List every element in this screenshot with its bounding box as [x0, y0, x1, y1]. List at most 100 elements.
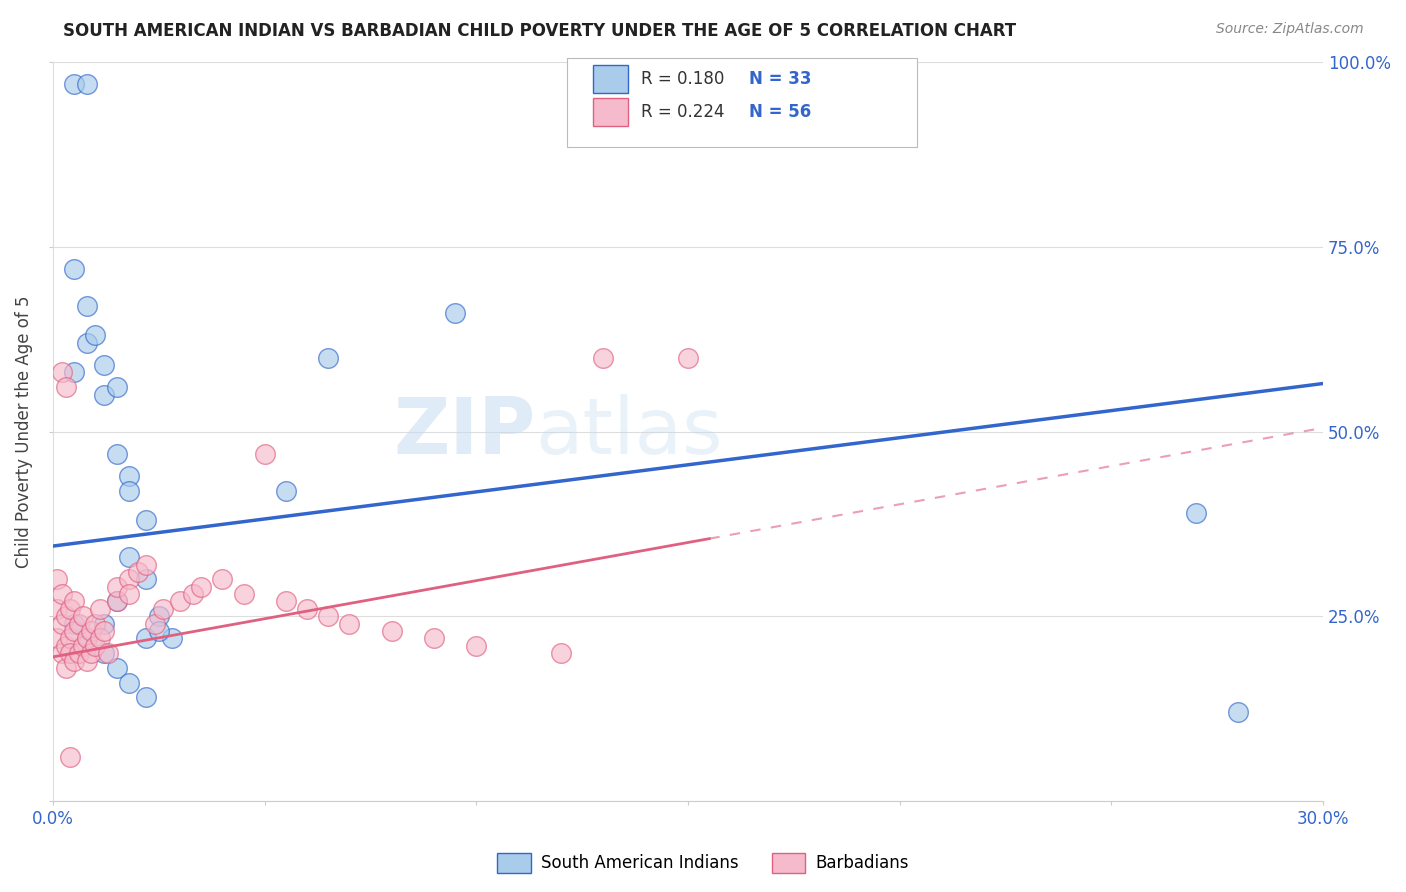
- Point: [67, 616, 90, 631]
- Point: [148, 624, 170, 638]
- Point: [274, 594, 297, 608]
- Point: [118, 483, 141, 498]
- Point: [105, 661, 128, 675]
- Point: [274, 483, 297, 498]
- Point: [76, 632, 98, 646]
- Point: [93, 387, 115, 401]
- Point: [127, 565, 149, 579]
- Point: [143, 616, 166, 631]
- Point: [105, 580, 128, 594]
- Point: [253, 447, 276, 461]
- Point: [93, 646, 115, 660]
- Point: [105, 594, 128, 608]
- Point: [46, 632, 69, 646]
- Point: [211, 572, 233, 586]
- Point: [76, 654, 98, 668]
- Point: [89, 602, 111, 616]
- Point: [63, 78, 86, 92]
- Text: SOUTH AMERICAN INDIAN VS BARBADIAN CHILD POVERTY UNDER THE AGE OF 5 CORRELATION : SOUTH AMERICAN INDIAN VS BARBADIAN CHILD…: [63, 22, 1017, 40]
- Point: [118, 468, 141, 483]
- Point: [190, 580, 212, 594]
- Text: atlas: atlas: [536, 393, 723, 469]
- Point: [55, 380, 77, 394]
- Point: [105, 380, 128, 394]
- Text: R = 0.180: R = 0.180: [641, 70, 724, 88]
- Text: N = 33: N = 33: [749, 70, 811, 88]
- Point: [93, 624, 115, 638]
- Point: [63, 616, 86, 631]
- Point: [423, 632, 446, 646]
- Point: [80, 624, 103, 638]
- Point: [592, 351, 614, 365]
- Point: [63, 262, 86, 277]
- Point: [118, 572, 141, 586]
- Point: [318, 609, 340, 624]
- Point: [1227, 705, 1250, 719]
- Point: [135, 632, 157, 646]
- Text: N = 56: N = 56: [749, 103, 811, 121]
- Point: [55, 609, 77, 624]
- Point: [169, 594, 191, 608]
- Point: [232, 587, 254, 601]
- Point: [152, 602, 174, 616]
- Point: [59, 749, 82, 764]
- Point: [76, 299, 98, 313]
- Point: [181, 587, 204, 601]
- Point: [46, 572, 69, 586]
- Point: [318, 351, 340, 365]
- Point: [105, 594, 128, 608]
- Point: [59, 632, 82, 646]
- FancyBboxPatch shape: [593, 65, 628, 93]
- Point: [97, 646, 120, 660]
- Point: [84, 639, 107, 653]
- FancyBboxPatch shape: [568, 59, 917, 147]
- Point: [80, 646, 103, 660]
- Point: [676, 351, 699, 365]
- Point: [84, 328, 107, 343]
- Point: [118, 587, 141, 601]
- Point: [51, 616, 73, 631]
- Point: [51, 646, 73, 660]
- Point: [46, 602, 69, 616]
- Point: [135, 690, 157, 705]
- Point: [51, 366, 73, 380]
- Point: [135, 558, 157, 572]
- Legend: South American Indians, Barbadians: South American Indians, Barbadians: [491, 847, 915, 880]
- Point: [1185, 506, 1208, 520]
- Point: [148, 609, 170, 624]
- Point: [93, 358, 115, 372]
- Point: [444, 306, 467, 320]
- Point: [63, 654, 86, 668]
- Point: [89, 632, 111, 646]
- Point: [118, 550, 141, 565]
- Point: [135, 572, 157, 586]
- Text: Source: ZipAtlas.com: Source: ZipAtlas.com: [1216, 22, 1364, 37]
- FancyBboxPatch shape: [593, 98, 628, 127]
- Point: [63, 624, 86, 638]
- Point: [381, 624, 404, 638]
- Point: [63, 594, 86, 608]
- Point: [160, 632, 183, 646]
- Y-axis label: Child Poverty Under the Age of 5: Child Poverty Under the Age of 5: [15, 295, 32, 568]
- Point: [339, 616, 361, 631]
- Point: [84, 616, 107, 631]
- Point: [67, 646, 90, 660]
- Point: [295, 602, 318, 616]
- Point: [118, 675, 141, 690]
- Point: [72, 639, 94, 653]
- Point: [59, 646, 82, 660]
- Point: [76, 335, 98, 350]
- Point: [76, 632, 98, 646]
- Text: ZIP: ZIP: [394, 393, 536, 469]
- Point: [59, 602, 82, 616]
- Point: [465, 639, 488, 653]
- Text: R = 0.224: R = 0.224: [641, 103, 724, 121]
- Point: [51, 587, 73, 601]
- Point: [55, 661, 77, 675]
- Point: [55, 639, 77, 653]
- Point: [76, 78, 98, 92]
- Point: [550, 646, 572, 660]
- Point: [63, 366, 86, 380]
- Point: [72, 609, 94, 624]
- Point: [135, 513, 157, 527]
